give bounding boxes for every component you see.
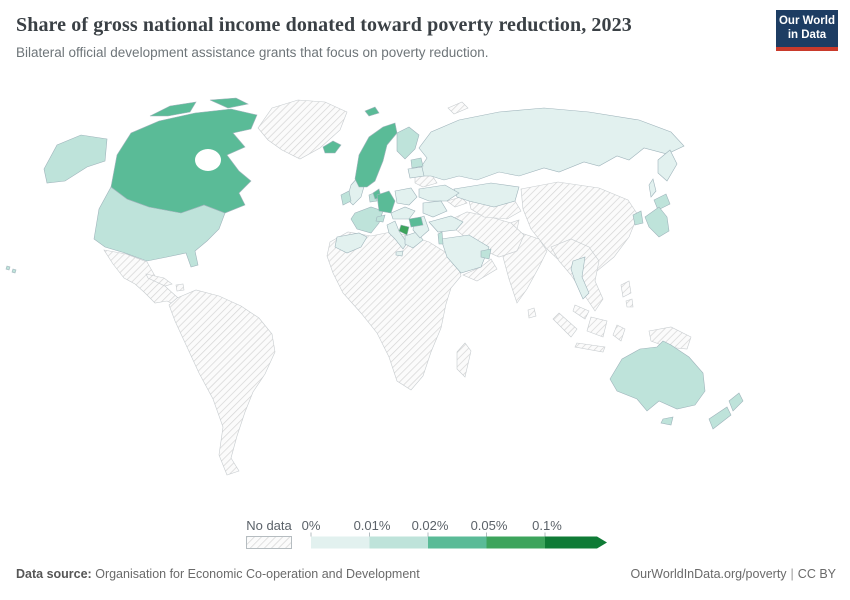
country-south-korea[interactable] [632, 210, 644, 226]
country-romania-bulgaria[interactable] [422, 200, 448, 218]
legend-swatch-bin5[interactable] [545, 536, 607, 549]
country-malaysia[interactable] [572, 304, 590, 320]
legend-swatch-bin3[interactable] [428, 536, 487, 549]
country-france[interactable] [350, 206, 384, 234]
chart-subtitle: Bilateral official development assistanc… [16, 45, 489, 60]
country-germany[interactable] [376, 190, 396, 214]
country-svalbard[interactable] [364, 106, 380, 117]
data-source-value: Organisation for Economic Co-operation a… [95, 567, 420, 581]
country-cuba[interactable] [145, 273, 173, 287]
owid-logo-line2: in Data [787, 28, 827, 41]
legend-tick-label-2: 0.02% [412, 518, 449, 533]
country-alaska[interactable] [43, 134, 108, 184]
legend-no-data-swatch[interactable] [246, 536, 292, 549]
credit: OurWorldInData.org/poverty | CC BY [630, 567, 836, 581]
country-russia[interactable] [414, 107, 685, 181]
country-sri-lanka[interactable] [527, 307, 537, 319]
country-israel[interactable] [437, 231, 444, 245]
country-new-guinea[interactable] [648, 326, 692, 350]
country-borneo[interactable] [586, 316, 608, 338]
legend-swatch-bin1[interactable] [311, 536, 370, 549]
country-china-mongolia[interactable] [520, 181, 639, 278]
country-japan-hokkaido[interactable] [653, 193, 671, 211]
country-switzerland[interactable] [375, 214, 386, 223]
legend-no-data-label: No data [246, 518, 292, 533]
legend-swatch-bin4[interactable] [486, 536, 546, 549]
data-source-label: Data source: [16, 567, 92, 581]
country-poland[interactable] [394, 187, 418, 206]
country-kazakhstan[interactable] [453, 182, 520, 208]
country-java[interactable] [574, 342, 606, 353]
country-uae-qatar[interactable] [480, 248, 492, 260]
hudson-bay [195, 149, 221, 171]
country-russia-sakhalin[interactable] [648, 178, 657, 198]
country-japan-honshu[interactable] [644, 206, 670, 238]
country-caucasus[interactable] [446, 196, 468, 208]
arctic-islands[interactable] [447, 101, 469, 115]
credit-link[interactable]: OurWorldInData.org/poverty [630, 567, 787, 581]
legend-tick-label-0: 0% [302, 518, 321, 533]
country-oman-yemen[interactable] [462, 258, 498, 282]
country-greenland[interactable] [257, 99, 348, 160]
country-sulawesi[interactable] [612, 324, 626, 342]
country-madagascar[interactable] [456, 342, 472, 378]
country-hungary[interactable] [408, 216, 424, 228]
country-norway-sweden[interactable] [354, 122, 398, 188]
owid-logo[interactable]: Our World in Data [776, 10, 838, 51]
country-canada-arctic-islands[interactable] [149, 97, 249, 117]
country-ukraine[interactable] [418, 184, 460, 202]
country-new-zealand-north[interactable] [728, 392, 744, 412]
page-title: Share of gross national income donated t… [16, 14, 632, 36]
legend-swatch-bin2[interactable] [369, 536, 429, 549]
country-turkey[interactable] [428, 215, 464, 233]
world-map[interactable] [0, 88, 850, 515]
map-legend: No data 0% 0.01% 0.02% 0.05% 0.1% [246, 518, 607, 549]
country-philippines[interactable] [620, 280, 634, 308]
country-iceland[interactable] [322, 140, 342, 154]
country-estonia[interactable] [410, 157, 424, 169]
country-finland[interactable] [396, 126, 420, 160]
country-saudi-arabia[interactable] [440, 234, 490, 274]
country-africa[interactable] [326, 231, 462, 391]
chart-footer: Data source: Organisation for Economic C… [16, 567, 836, 581]
country-thailand[interactable] [570, 256, 590, 300]
owid-logo-line1: Our World [778, 15, 835, 27]
country-canada[interactable] [110, 108, 258, 214]
country-hispaniola[interactable] [175, 283, 185, 292]
country-spain-portugal[interactable] [334, 232, 368, 254]
chart-header: Share of gross national income donated t… [16, 10, 838, 62]
country-australia[interactable] [609, 340, 706, 412]
legend-tick-label-3: 0.05% [471, 518, 508, 533]
country-russia-kamchatka[interactable] [657, 149, 678, 182]
legend-tick-label-4: 0.1% [532, 518, 562, 533]
country-croatia[interactable] [398, 224, 410, 236]
country-tasmania[interactable] [660, 416, 674, 426]
country-ireland[interactable] [340, 190, 352, 206]
country-czechia-austria[interactable] [390, 206, 416, 220]
country-sumatra[interactable] [552, 312, 578, 338]
country-new-zealand-south[interactable] [708, 406, 732, 430]
legend-tick-label-1: 0.01% [354, 518, 391, 533]
country-italy[interactable] [386, 220, 408, 257]
country-hawaii[interactable] [5, 265, 17, 274]
country-south-america[interactable] [168, 289, 276, 476]
credit-separator: | [790, 567, 794, 581]
credit-license[interactable]: CC BY [797, 567, 836, 581]
data-source: Data source: Organisation for Economic C… [16, 567, 420, 581]
country-latvia-lithuania[interactable] [407, 166, 425, 179]
